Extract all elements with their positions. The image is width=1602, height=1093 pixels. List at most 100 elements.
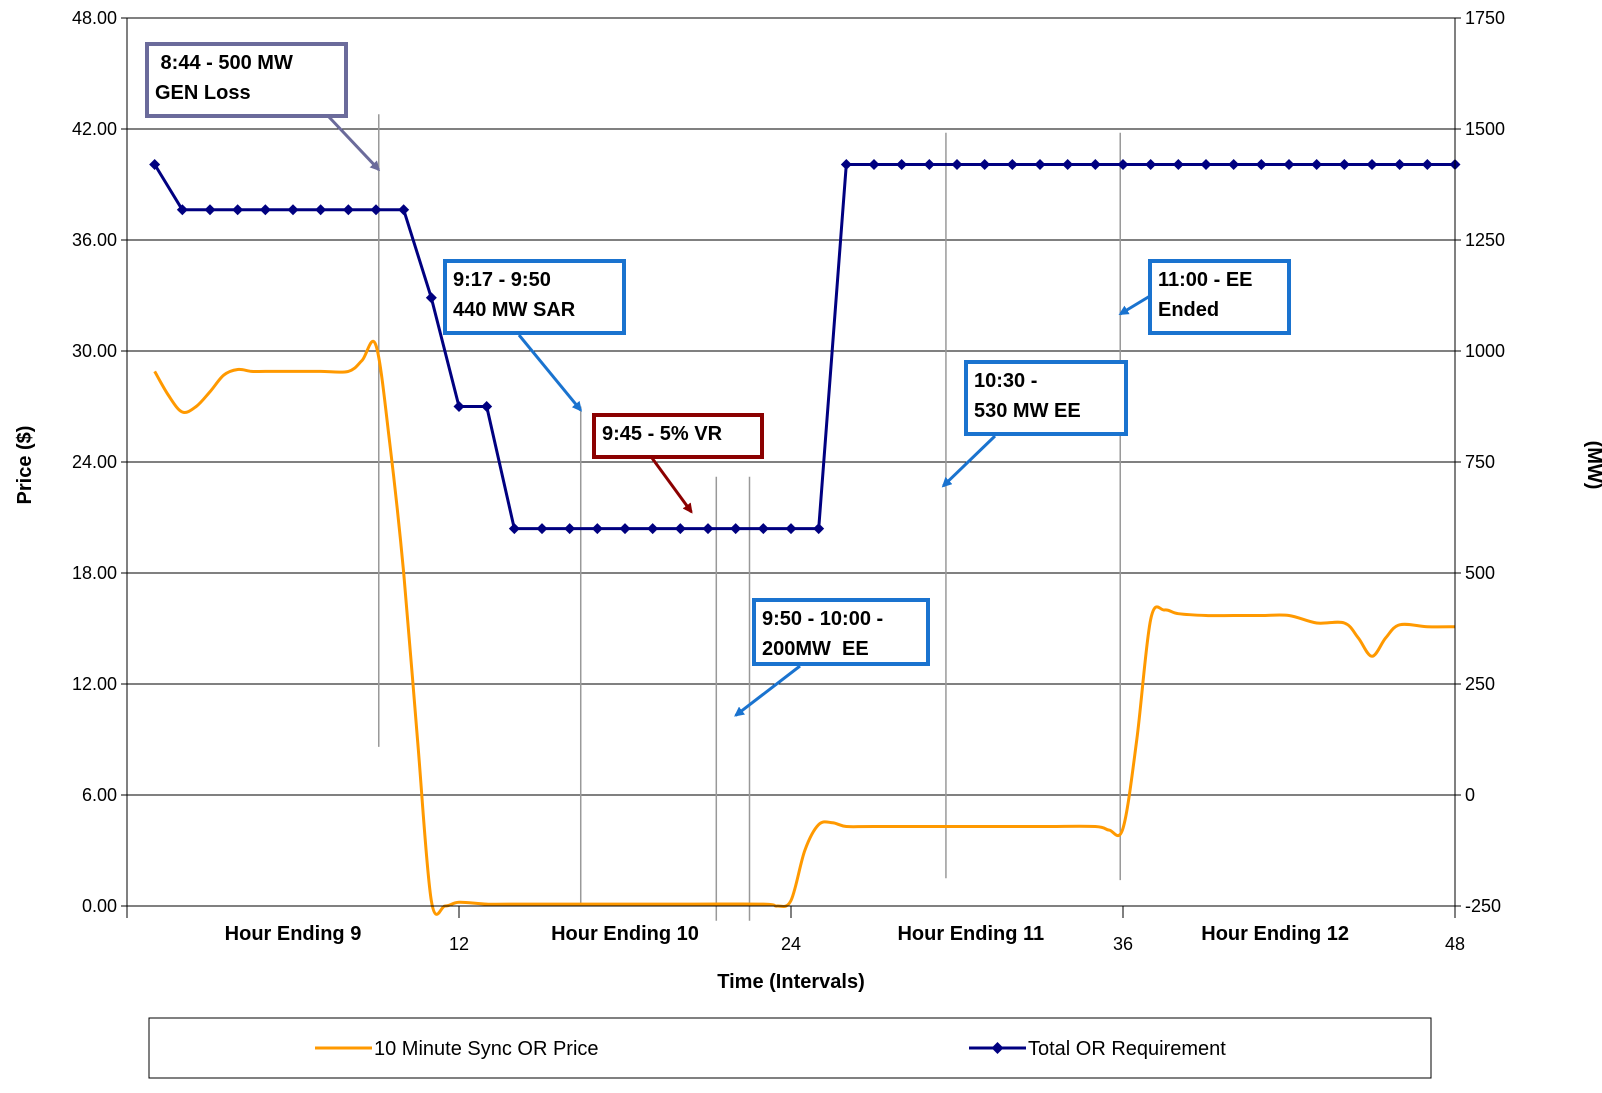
x-category-label: Hour Ending 11 <box>897 923 1044 945</box>
data-point-total-or-requirement <box>785 523 797 535</box>
data-point-total-or-requirement <box>536 523 548 535</box>
x-tick-label: 48 <box>1445 934 1465 954</box>
y-right-tick-label: 1750 <box>1465 8 1505 28</box>
y-left-tick-label: 6.00 <box>82 785 117 805</box>
y-left-tick-label: 42.00 <box>72 119 117 139</box>
data-point-total-or-requirement <box>149 159 161 171</box>
data-point-total-or-requirement <box>1366 159 1378 171</box>
annotation-ee-ended: 11:00 - EE Ended <box>1148 259 1291 335</box>
data-point-total-or-requirement <box>508 523 520 535</box>
annotation-vr: 9:45 - 5% VR <box>592 413 764 459</box>
data-point-total-or-requirement <box>923 159 935 171</box>
annotation-sar: 9:17 - 9:50 440 MW SAR <box>443 259 626 335</box>
y-left-tick-label: 30.00 <box>72 341 117 361</box>
y-axis-right-title: (MW) <box>1583 441 1602 490</box>
x-category-label: Hour Ending 9 <box>225 923 362 945</box>
data-point-total-or-requirement <box>1338 159 1350 171</box>
data-point-total-or-requirement <box>951 159 963 171</box>
y-left-tick-label: 24.00 <box>72 452 117 472</box>
annotation-530mw-ee: 10:30 - 530 MW EE <box>964 360 1128 436</box>
data-point-total-or-requirement <box>1255 159 1267 171</box>
data-point-total-or-requirement <box>1145 159 1157 171</box>
y-right-tick-label: 250 <box>1465 674 1495 694</box>
data-point-total-or-requirement <box>619 523 631 535</box>
data-point-total-or-requirement <box>1421 159 1433 171</box>
y-right-tick-label: 750 <box>1465 452 1495 472</box>
data-point-total-or-requirement <box>757 523 769 535</box>
data-point-total-or-requirement <box>1394 159 1406 171</box>
legend: 10 Minute Sync OR Price Total OR Require… <box>148 1017 1432 1079</box>
data-point-total-or-requirement <box>259 204 271 216</box>
vertical-event-lines <box>378 114 1121 921</box>
y-right-tick-label: 1000 <box>1465 341 1505 361</box>
data-point-total-or-requirement <box>315 204 327 216</box>
data-point-total-or-requirement <box>1283 159 1295 171</box>
legend-label-price: 10 Minute Sync OR Price <box>374 1038 599 1060</box>
data-point-total-or-requirement <box>398 204 410 216</box>
data-point-total-or-requirement <box>1062 159 1074 171</box>
data-point-total-or-requirement <box>591 523 603 535</box>
x-category-label: Hour Ending 10 <box>551 923 699 945</box>
axes: 0.00 6.00 12.00 18.00 24.00 30.00 36.00 42.00 48… <box>72 8 1505 954</box>
data-point-total-or-requirement <box>425 292 437 304</box>
y-right-tick-label: -250 <box>1465 896 1501 916</box>
y-left-tick-label: 48.00 <box>72 8 117 28</box>
y-left-tick-label: 12.00 <box>72 674 117 694</box>
annotation-arrows <box>327 115 1151 717</box>
series-line-sync-or-price <box>153 339 1456 916</box>
data-point-total-or-requirement <box>564 523 576 535</box>
data-point-total-or-requirement <box>674 523 686 535</box>
y-left-tick-label: 18.00 <box>72 563 117 583</box>
y-right-tick-label: 0 <box>1465 785 1475 805</box>
annotation-gen-loss: 8:44 - 500 MW GEN Loss <box>145 42 348 118</box>
annotation-arrow <box>941 434 997 488</box>
data-point-total-or-requirement <box>1172 159 1184 171</box>
data-point-total-or-requirement <box>370 204 382 216</box>
data-point-total-or-requirement <box>1117 159 1129 171</box>
x-tick-label: 12 <box>449 934 469 954</box>
data-point-total-or-requirement <box>1034 159 1046 171</box>
data-point-total-or-requirement <box>1200 159 1212 171</box>
data-point-total-or-requirement <box>647 523 659 535</box>
y-left-tick-label: 36.00 <box>72 230 117 250</box>
annotation-200mw-ee: 9:50 - 10:00 - 200MW EE <box>752 598 930 666</box>
data-point-total-or-requirement <box>896 159 908 171</box>
data-point-total-or-requirement <box>287 204 299 216</box>
data-point-total-or-requirement <box>979 159 991 171</box>
y-right-tick-label: 1500 <box>1465 119 1505 139</box>
series-layer <box>149 159 1461 916</box>
legend-label-requirement: Total OR Requirement <box>1028 1038 1226 1060</box>
annotation-arrow <box>1118 294 1151 316</box>
data-point-total-or-requirement <box>1311 159 1323 171</box>
data-point-total-or-requirement <box>232 204 244 216</box>
legend-marker-requirement <box>991 1042 1004 1054</box>
data-point-total-or-requirement <box>204 204 216 216</box>
x-category-label: Hour Ending 12 <box>1201 923 1349 945</box>
data-point-total-or-requirement <box>1228 159 1240 171</box>
x-tick-label: 24 <box>781 934 801 954</box>
x-tick-label: 36 <box>1113 934 1133 954</box>
annotation-arrow <box>327 115 381 172</box>
gridlines <box>127 17 1455 796</box>
data-point-total-or-requirement <box>730 523 742 535</box>
data-point-total-or-requirement <box>342 204 354 216</box>
data-point-total-or-requirement <box>840 159 852 171</box>
data-point-total-or-requirement <box>813 523 825 535</box>
data-point-total-or-requirement <box>702 523 714 535</box>
data-point-total-or-requirement <box>1006 159 1018 171</box>
annotation-arrow <box>650 457 693 514</box>
data-point-total-or-requirement <box>453 401 465 412</box>
x-axis-title: Time (Intervals) <box>717 971 864 993</box>
series-line-total-or-requirement <box>153 163 1455 531</box>
data-point-total-or-requirement <box>1089 159 1101 171</box>
y-axis-left-title: Price ($) <box>14 426 36 505</box>
data-point-total-or-requirement <box>868 159 880 171</box>
annotation-arrow <box>517 334 583 412</box>
y-left-tick-label: 0.00 <box>82 896 117 916</box>
y-right-tick-label: 1250 <box>1465 230 1505 250</box>
annotation-arrow <box>734 664 801 717</box>
y-right-tick-label: 500 <box>1465 563 1495 583</box>
data-point-total-or-requirement <box>176 204 188 216</box>
